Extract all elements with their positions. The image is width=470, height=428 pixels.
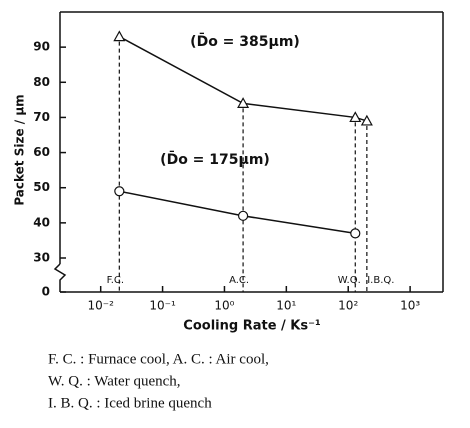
category-label: W.Q. [338, 275, 361, 286]
x-tick-label: 10² [338, 299, 358, 313]
series-line [119, 190, 356, 235]
y-axis-label: Packet Size / µm [13, 94, 27, 205]
marker [360, 114, 373, 126]
x-tick-label: 10³ [400, 299, 420, 313]
y-tick-label: 30 [33, 251, 50, 265]
x-tick-label: 10⁻² [87, 299, 114, 313]
series-label: (D̄o = 385µm) [190, 31, 300, 50]
axis-break [53, 263, 67, 292]
category-label: I.B.Q. [367, 275, 394, 286]
x-tick-label: 10⁻¹ [149, 299, 176, 313]
y-tick-label: 90 [33, 40, 50, 54]
caption-line: F. C. : Furnace cool, A. C. : Air cool, [48, 351, 269, 367]
marker [350, 228, 361, 239]
series-label: (D̄o = 175µm) [160, 149, 270, 168]
marker [113, 30, 126, 42]
y-tick-label: 0 [42, 285, 50, 299]
caption-line: I. B. Q. : Iced brine quench [48, 395, 212, 411]
marker [114, 186, 125, 197]
y-tick-label: 70 [33, 110, 50, 124]
y-tick-label: 60 [33, 145, 50, 159]
x-tick-label: 10⁰ [214, 299, 234, 313]
y-tick-label: 40 [33, 215, 50, 229]
marker [237, 97, 250, 108]
marker [237, 210, 249, 221]
caption-line: W. Q. : Water quench, [48, 373, 181, 389]
marker [349, 111, 362, 123]
x-axis-label: Cooling Rate / Ks⁻¹ [183, 319, 320, 334]
category-label: F.C. [107, 275, 125, 286]
y-tick-label: 80 [33, 75, 50, 89]
y-tick-label: 50 [33, 180, 50, 194]
category-label: A.C. [229, 275, 249, 286]
series-line [118, 35, 368, 122]
x-tick-label: 10¹ [276, 299, 296, 313]
